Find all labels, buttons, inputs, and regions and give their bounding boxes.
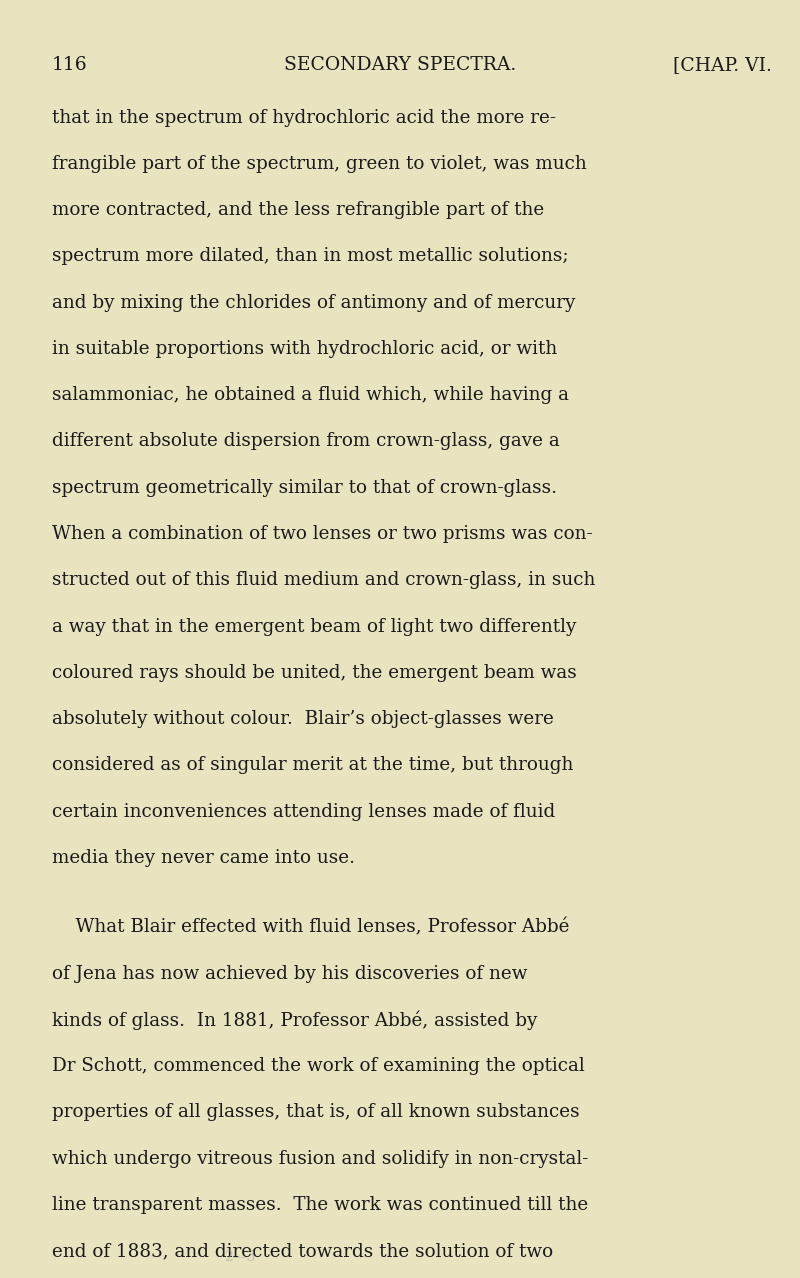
Text: 116: 116 <box>52 56 88 74</box>
Text: coloured rays should be united, the emergent beam was: coloured rays should be united, the emer… <box>52 663 577 681</box>
Text: in suitable proportions with hydrochloric acid, or with: in suitable proportions with hydrochlori… <box>52 340 558 358</box>
Text: spectrum more dilated, than in most metallic solutions;: spectrum more dilated, than in most meta… <box>52 248 569 266</box>
Text: structed out of this fluid medium and crown-glass, in such: structed out of this fluid medium and cr… <box>52 571 595 589</box>
Text: spectrum geometrically similar to that of crown-glass.: spectrum geometrically similar to that o… <box>52 479 557 497</box>
Text: line transparent masses.  The work was continued till the: line transparent masses. The work was co… <box>52 1196 588 1214</box>
Text: media they never came into use.: media they never came into use. <box>52 849 355 866</box>
Text: frangible part of the spectrum, green to violet, was much: frangible part of the spectrum, green to… <box>52 155 586 173</box>
Text: Dr Schott, commenced the work of examining the optical: Dr Schott, commenced the work of examini… <box>52 1057 585 1075</box>
Text: certain inconveniences attending lenses made of fluid: certain inconveniences attending lenses … <box>52 803 555 820</box>
Text: different absolute dispersion from crown-glass, gave a: different absolute dispersion from crown… <box>52 432 560 450</box>
Text: which undergo vitreous fusion and solidify in non-crystal-: which undergo vitreous fusion and solidi… <box>52 1150 588 1168</box>
Text: a way that in the emergent beam of light two differently: a way that in the emergent beam of light… <box>52 617 576 635</box>
Text: considered as of singular merit at the time, but through: considered as of singular merit at the t… <box>52 757 574 774</box>
Text: end of 1883, and directed towards the solution of two: end of 1883, and directed towards the so… <box>52 1242 553 1260</box>
Text: and by mixing the chlorides of antimony and of mercury: and by mixing the chlorides of antimony … <box>52 294 575 312</box>
Text: kinds of glass.  In 1881, Professor Abbé, assisted by: kinds of glass. In 1881, Professor Abbé,… <box>52 1011 538 1030</box>
Text: more contracted, and the less refrangible part of the: more contracted, and the less refrangibl… <box>52 201 544 219</box>
Text: salammoniac, he obtained a fluid which, while having a: salammoniac, he obtained a fluid which, … <box>52 386 569 404</box>
Text: SECONDARY SPECTRA.: SECONDARY SPECTRA. <box>284 56 516 74</box>
Text: of Jena has now achieved by his discoveries of new: of Jena has now achieved by his discover… <box>52 965 527 983</box>
Text: that in the spectrum of hydrochloric acid the more re-: that in the spectrum of hydrochloric aci… <box>52 109 556 127</box>
Text: absolutely without colour.  Blair’s object-glasses were: absolutely without colour. Blair’s objec… <box>52 711 554 728</box>
Text: 2—3: 2—3 <box>224 1250 255 1264</box>
Text: When a combination of two lenses or two prisms was con-: When a combination of two lenses or two … <box>52 525 593 543</box>
Text: properties of all glasses, that is, of all known substances: properties of all glasses, that is, of a… <box>52 1103 580 1121</box>
Text: [CHAP. VI.: [CHAP. VI. <box>673 56 772 74</box>
Text: What Blair effected with fluid lenses, Professor Abbé: What Blair effected with fluid lenses, P… <box>52 919 570 937</box>
